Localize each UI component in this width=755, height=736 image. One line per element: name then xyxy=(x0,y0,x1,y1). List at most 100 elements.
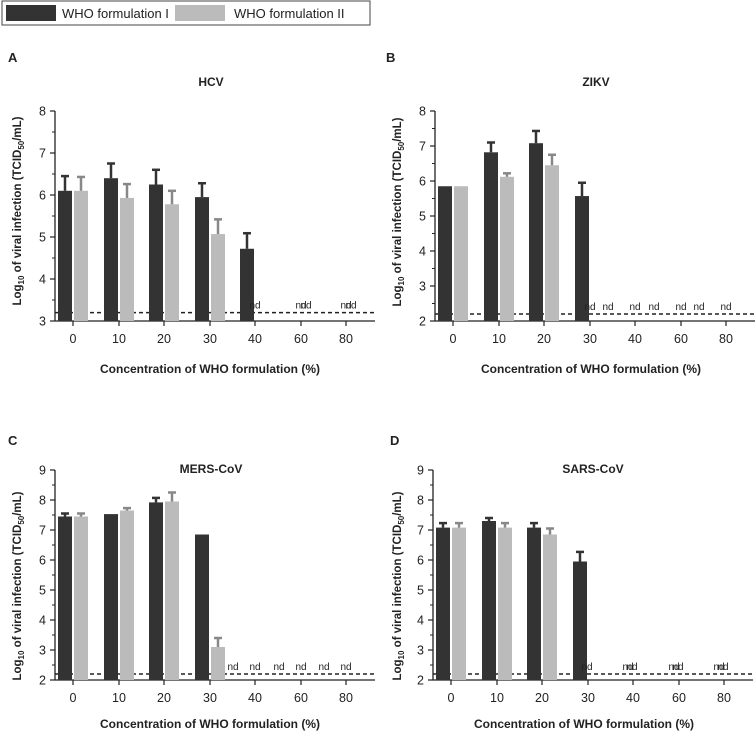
chart-title: HCV xyxy=(198,75,223,89)
x-tick-label: 60 xyxy=(294,691,308,705)
nd-label: nd xyxy=(675,302,686,313)
bar xyxy=(58,516,72,680)
x-tick-label: 30 xyxy=(583,332,597,346)
y-axis-label: Log10 of viral infection (TCID50/mL) xyxy=(12,116,26,305)
x-tick-label: 10 xyxy=(112,691,126,705)
y-tick-label: 8 xyxy=(39,494,46,508)
x-tick-label: 0 xyxy=(448,691,455,705)
x-tick-label: 60 xyxy=(674,332,688,346)
legend: WHO formulation I WHO formulation II xyxy=(1,0,371,26)
bar xyxy=(484,152,498,321)
y-tick-label: 7 xyxy=(419,140,426,154)
nd-label: nd xyxy=(693,302,704,313)
y-tick-label: 5 xyxy=(39,584,46,598)
x-tick-label: 60 xyxy=(672,691,686,705)
y-tick-label: 7 xyxy=(417,524,424,538)
bar xyxy=(120,510,134,680)
nd-label: nd xyxy=(717,662,728,673)
nd-label: nd xyxy=(295,662,306,673)
nd-label: nd xyxy=(295,301,306,312)
nd-label: nd xyxy=(713,662,724,673)
y-tick-label: 3 xyxy=(419,280,426,294)
legend-swatch-formulation-1 xyxy=(6,5,56,21)
x-tick-label: 30 xyxy=(203,332,217,346)
bar xyxy=(165,501,179,680)
chart-title: ZIKV xyxy=(582,75,609,89)
x-axis-label: Concentration of WHO formulation (%) xyxy=(481,362,701,376)
x-tick-label: 30 xyxy=(203,691,217,705)
bar xyxy=(573,561,587,680)
bar xyxy=(195,534,209,680)
x-tick-label: 80 xyxy=(339,691,353,705)
bar xyxy=(74,516,88,680)
nd-label: nd xyxy=(581,662,592,673)
nd-label: nd xyxy=(249,662,260,673)
bar xyxy=(498,527,512,680)
legend-swatch-formulation-2 xyxy=(175,5,225,21)
y-axis-label: Log10 of viral infection (TCID50/mL) xyxy=(12,491,26,680)
bar xyxy=(58,190,72,321)
x-tick-label: 20 xyxy=(535,691,549,705)
x-tick-label: 40 xyxy=(248,691,262,705)
y-tick-label: 5 xyxy=(39,231,46,245)
y-tick-label: 2 xyxy=(39,674,46,688)
y-tick-label: 5 xyxy=(417,584,424,598)
bar xyxy=(436,527,450,680)
panel-letter: D xyxy=(390,433,399,448)
nd-label: nd xyxy=(340,662,351,673)
nd-label: nd xyxy=(340,301,351,312)
x-tick-label: 80 xyxy=(719,332,733,346)
x-tick-label: 40 xyxy=(626,691,640,705)
x-axis-label: Concentration of WHO formulation (%) xyxy=(474,717,694,731)
nd-label: nd xyxy=(626,662,637,673)
x-axis-label: Concentration of WHO formulation (%) xyxy=(100,362,320,376)
bar xyxy=(120,197,134,321)
bar xyxy=(543,534,557,680)
nd-label: nd xyxy=(622,662,633,673)
nd-label: nd xyxy=(227,662,238,673)
x-tick-label: 0 xyxy=(70,691,77,705)
nd-label: nd xyxy=(300,301,311,312)
x-tick-label: 0 xyxy=(450,332,457,346)
y-tick-label: 4 xyxy=(417,614,424,628)
nd-label: nd xyxy=(668,662,679,673)
y-tick-label: 8 xyxy=(39,105,46,119)
bar xyxy=(104,178,118,321)
bar xyxy=(527,527,541,680)
panel-letter: C xyxy=(8,433,18,448)
bar xyxy=(149,502,163,680)
x-tick-label: 10 xyxy=(492,332,506,346)
y-axis-label: Log10 of viral infection (TCID50/mL) xyxy=(392,117,406,306)
bar xyxy=(74,190,88,321)
y-tick-label: 6 xyxy=(417,554,424,568)
y-tick-label: 8 xyxy=(419,105,426,119)
nd-label: nd xyxy=(249,301,260,312)
legend-label-formulation-1: WHO formulation I xyxy=(62,6,169,21)
bar xyxy=(529,143,543,321)
y-tick-label: 9 xyxy=(39,464,46,478)
y-tick-label: 3 xyxy=(39,644,46,658)
bar xyxy=(500,176,514,321)
x-tick-label: 30 xyxy=(581,691,595,705)
y-axis-label: Log10 of viral infection (TCID50/mL) xyxy=(392,491,406,680)
y-tick-label: 6 xyxy=(39,554,46,568)
y-tick-label: 7 xyxy=(39,524,46,538)
y-tick-label: 6 xyxy=(39,189,46,203)
bar xyxy=(165,204,179,321)
panel-letter: A xyxy=(8,50,18,65)
x-tick-label: 10 xyxy=(490,691,504,705)
bar xyxy=(454,186,468,321)
y-tick-label: 4 xyxy=(39,273,46,287)
x-tick-label: 40 xyxy=(628,332,642,346)
y-tick-label: 7 xyxy=(39,147,46,161)
y-tick-label: 4 xyxy=(39,614,46,628)
bar xyxy=(545,165,559,321)
nd-label: nd xyxy=(273,662,284,673)
x-tick-label: 20 xyxy=(537,332,551,346)
bar xyxy=(452,527,466,680)
y-tick-label: 4 xyxy=(419,245,426,259)
bar xyxy=(211,647,225,680)
